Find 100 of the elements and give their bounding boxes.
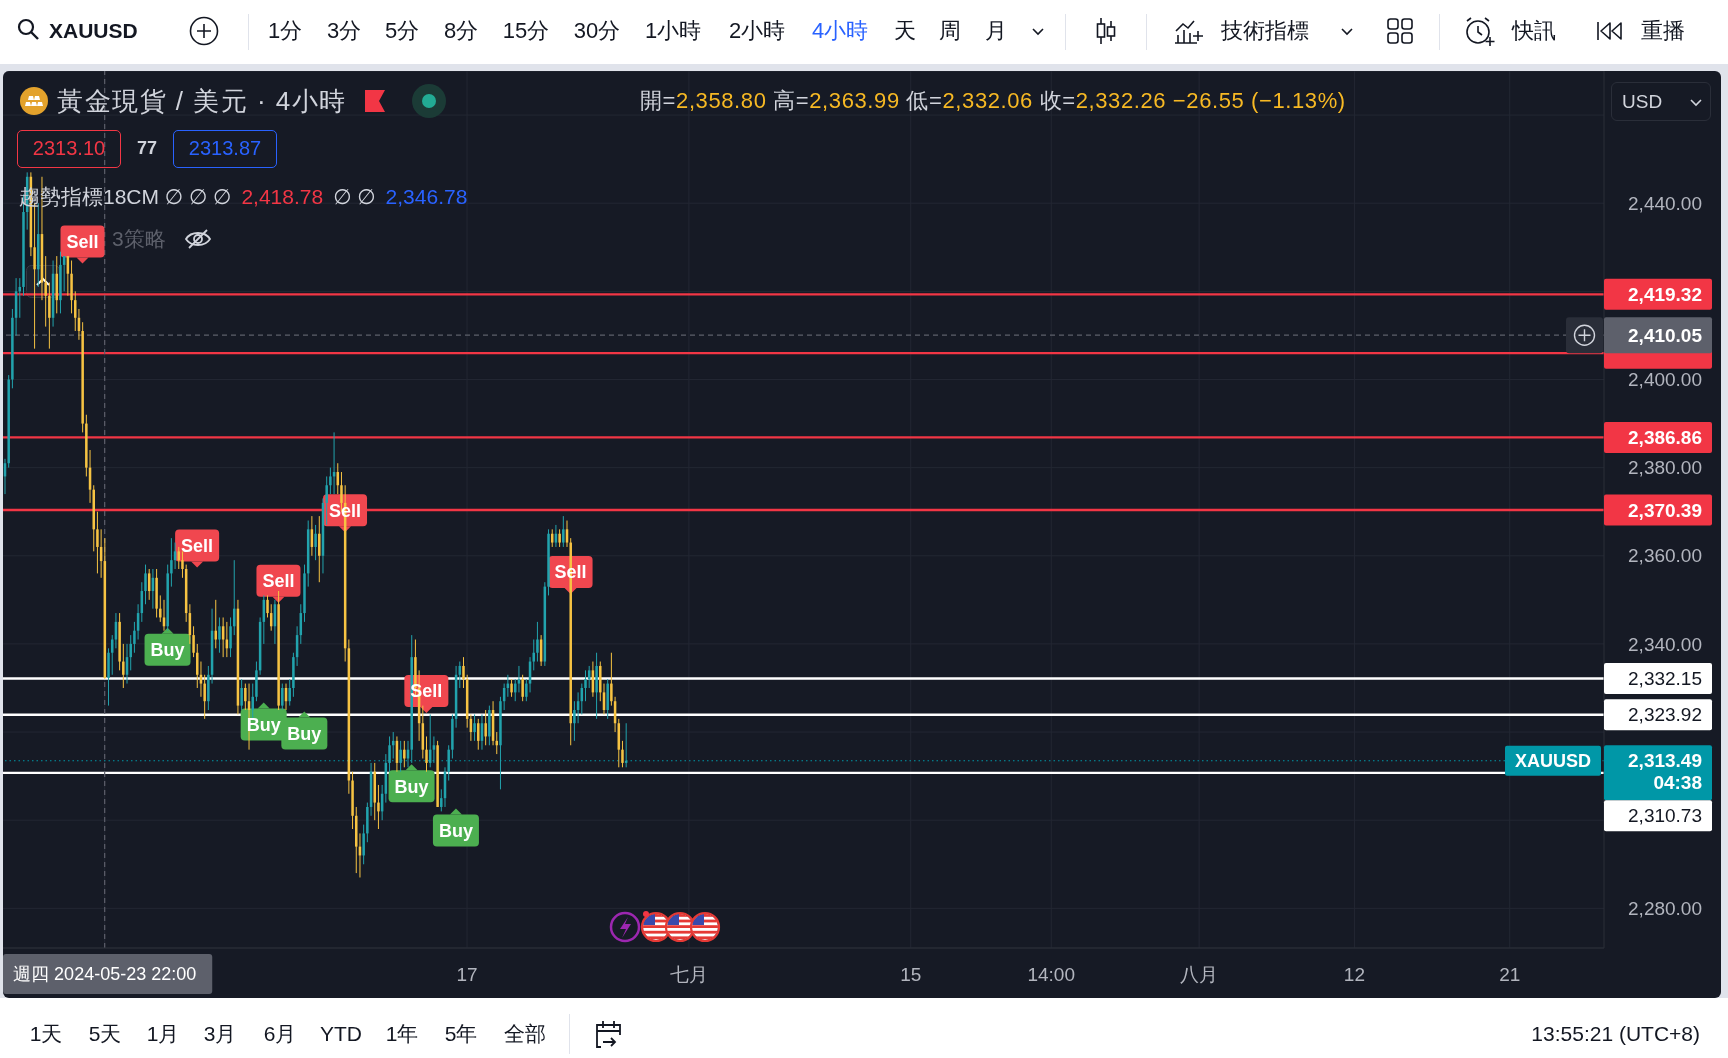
candlestick [473,713,476,742]
data-label: Sell [66,231,99,252]
text: 1月 [146,1021,180,1048]
annotation: 2,346.78 [385,184,468,210]
candlestick [584,669,587,702]
candlestick [240,678,243,711]
text: 周 [939,16,961,45]
candlestick [318,515,321,583]
data-label: Buy [150,639,185,660]
x-tick-label: 17 [456,963,478,985]
y-tick-label: 2,280.00 [1628,897,1702,919]
candlestick [536,621,539,663]
candlestick [484,709,487,746]
annotation: ∅ ∅ [333,184,376,210]
text: 5年 [444,1021,478,1048]
ref-line-label: 2,313.49 [1628,750,1702,772]
annotation: 開=2,358.80 高=2,363.99 低=2,332.06 收=2,332.26 −26.55 (−1.13%) [640,88,1346,113]
candlestick [281,683,284,711]
text: 2小時 [728,16,786,45]
ref-line-label: 2,332.15 [1628,668,1702,690]
text: 15分 [502,16,550,45]
candlestick [399,740,402,773]
text: 3分 [326,16,362,45]
x-tick-label: 七月 [669,963,708,985]
y-tick-label: 2,380.00 [1628,457,1702,479]
ref-line-label: 2,386.86 [1628,427,1702,449]
candlestick [362,824,365,865]
x-tick-label: 12 [1343,963,1365,985]
text: 1年 [385,1021,419,1048]
text: 黃金現貨 / 美元 · 4小時 [57,85,347,118]
annotation: XAUUSD [1514,751,1591,772]
candlestick [48,282,51,350]
data-label: Buy [287,723,322,744]
text: 4小時 [811,16,869,45]
candlestick [477,718,480,751]
annotation: 2,418.78 [241,184,324,210]
price-box: 2313.10 [17,130,121,168]
data-label: Sell [262,571,295,592]
text: 月 [985,16,1007,45]
candlestick [388,735,391,773]
text: 1分 [267,16,303,45]
candlestick [562,515,565,548]
x-tick-label: 21 [1499,963,1521,985]
candlestick [122,643,125,689]
text: 快訊 [1512,16,1556,45]
y-tick-label: 2,340.00 [1628,633,1702,655]
y-tick-label: 2,360.00 [1628,545,1702,567]
candlestick [170,537,173,588]
candlestick [403,740,406,768]
text: 重播 [1641,16,1685,45]
text: 13:55:21 (UTC+8) [1531,1021,1700,1048]
candlestick [517,665,521,693]
text: 8分 [443,16,479,45]
candlestick [218,616,221,654]
ref-line-label: 2,310.73 [1628,805,1702,827]
text: 天 [894,16,916,45]
candlestick [432,735,436,764]
data-label: Buy [438,820,473,841]
text: XAUUSD [49,18,138,45]
candlestick [314,524,317,561]
data-label: Buy [246,714,281,735]
ref-line-label: 2,323.92 [1628,704,1702,726]
candlestick [229,616,232,658]
y-tick-label: 2,440.00 [1628,192,1702,214]
annotation: 3策略 [112,226,166,253]
candlestick [214,599,218,649]
candlestick [96,511,99,574]
ref-line-label: 2,410.05 [1628,324,1703,346]
text: 30分 [573,16,621,45]
text: 1天 [29,1021,63,1048]
candlestick [251,683,254,720]
x-tick-label: 15 [900,963,922,985]
candlestick [521,674,524,702]
text: 技術指標 [1221,16,1309,45]
annotation: 77 [136,137,158,161]
y-tick-label: 2,400.00 [1628,369,1702,391]
x-tick-label: 14:00 [1027,963,1075,985]
price-box: 2313.87 [173,130,277,168]
text: 3月 [203,1021,237,1048]
candlestick [462,656,465,689]
candlestick [288,678,291,707]
text: 5分 [384,16,420,45]
ref-line-label: 2,370.39 [1628,499,1702,521]
text: YTD [320,1021,362,1048]
dropdown-button: USD [1611,82,1711,121]
ref-line-label: 2,419.32 [1628,284,1702,305]
candlestick [181,550,184,579]
candlestick [425,735,428,773]
candlestick [621,740,624,768]
candlestick [266,594,269,618]
x-tick-label: 八月 [1180,963,1219,985]
candlestick [144,564,147,605]
text: 全部 [504,1021,546,1048]
data-label: Sell [181,535,214,556]
x-tick-label: 週四 2024-05-23 22:00 [13,964,197,985]
candlestick [377,784,380,830]
data-label: Buy [394,776,429,797]
text: 5天 [88,1021,122,1048]
text: 6月 [263,1021,297,1048]
text: 1小時 [644,16,702,45]
